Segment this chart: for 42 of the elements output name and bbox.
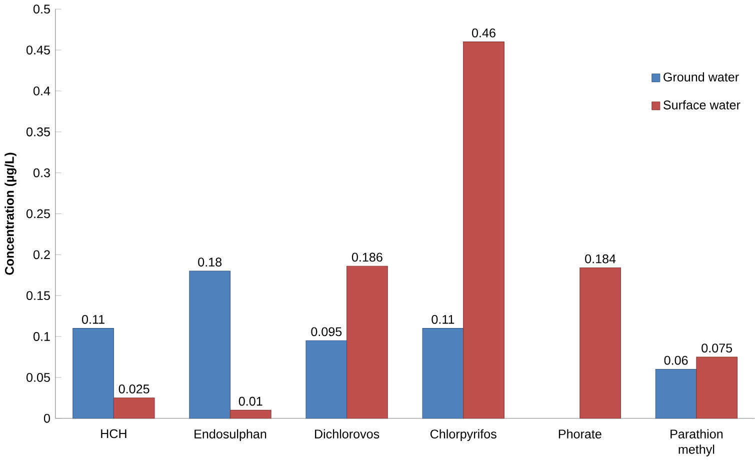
x-tick-label: HCH (101, 429, 126, 438)
data-label: 0.18 (198, 258, 222, 267)
y-tick-label: 0.5 (33, 4, 50, 14)
bar (230, 410, 272, 419)
y-tick-label: 0.1 (33, 332, 50, 341)
data-label: 0.186 (352, 252, 382, 262)
bar (463, 42, 504, 419)
x-tick-label: Dichlorovos (314, 429, 380, 438)
x-tick-label: Chlorpyrifos (430, 429, 496, 441)
data-label: 0.11 (432, 314, 454, 324)
bar (422, 328, 464, 419)
legend-label: Surface water (664, 100, 740, 110)
bar (189, 270, 231, 419)
bar (655, 368, 697, 419)
data-label: 0.025 (118, 384, 150, 394)
y-axis-title: Concentration (µg/L) (4, 152, 16, 275)
y-tick-label: 0 (44, 414, 50, 423)
bar (306, 340, 348, 419)
bar (113, 398, 155, 419)
data-label: 0.01 (238, 396, 262, 406)
x-tick-label: Endosulphan (194, 429, 266, 441)
legend-label: Ground water (664, 72, 739, 82)
data-label: 0.06 (664, 356, 688, 365)
data-label: 0.095 (311, 327, 342, 336)
data-label: 0.075 (702, 344, 732, 353)
bar (580, 267, 621, 419)
y-tick-label: 0.05 (26, 372, 50, 382)
bar (696, 356, 738, 419)
data-label: 0.11 (82, 314, 104, 324)
y-tick-label: 0.2 (33, 250, 50, 260)
y-tick-label: 0.4 (33, 86, 50, 96)
bar (72, 328, 114, 419)
data-label: 0.184 (585, 254, 616, 264)
x-tick-label: Phorate (558, 429, 602, 438)
data-label: 0.46 (472, 28, 496, 38)
y-tick-label: 0.3 (33, 168, 50, 178)
y-tick-label: 0.15 (26, 291, 50, 300)
y-tick-label: 0.25 (26, 209, 50, 218)
bar (346, 266, 388, 419)
y-tick-label: 0.35 (26, 127, 50, 136)
x-tick-label: Parathion methyl (670, 429, 723, 456)
y-tick-label: 0.45 (26, 46, 50, 54)
